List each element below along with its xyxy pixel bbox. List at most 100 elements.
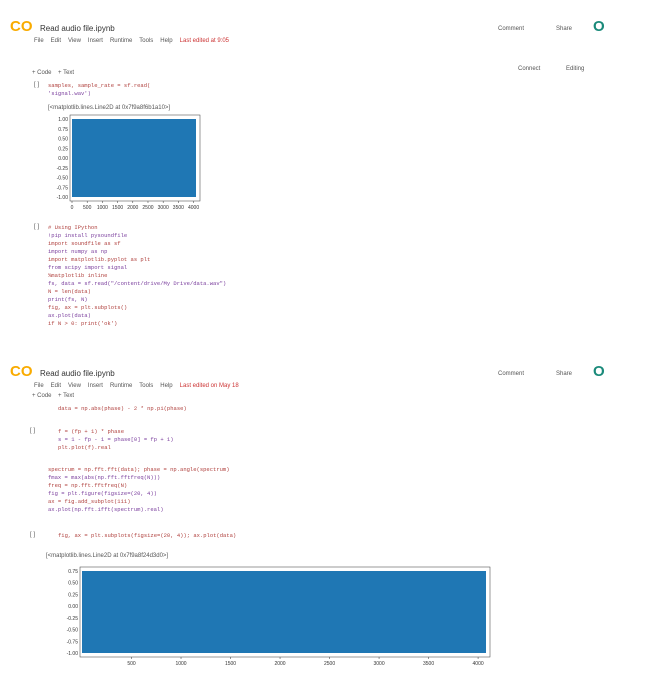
y-tick-label: 0.50 [68,581,78,587]
menu-item[interactable]: Help [160,383,173,389]
avatar: O [593,363,605,380]
comment-button[interactable]: Comment [498,371,525,377]
code-cell: f = (fp + 1) * phase s = 1 - fp - 1 = pha… [58,428,174,452]
add-code[interactable]: + Code [32,393,52,399]
y-tick-label: -0.25 [57,166,69,172]
code-line: ax.plot(data) [48,312,91,319]
x-tick-label: 1000 [175,661,186,667]
menu-item[interactable]: Edit [50,38,62,44]
x-tick-label: 0 [71,205,74,211]
share-button[interactable]: Share [556,371,573,377]
add-text[interactable]: + Text [58,70,75,76]
add-text[interactable]: + Text [58,393,75,399]
menu-item[interactable]: Runtime [109,38,133,44]
y-tick-label: 0.00 [58,156,68,162]
code-line: freq = np.fft.fftfreq(N) [48,482,128,489]
code-line: samples, sample_rate = sf.read( [48,82,151,89]
code-cell: fig, ax = plt.subplots(figsize=(20, 4));… [58,532,236,540]
x-tick-label: 500 [83,205,92,211]
y-tick-label: -0.25 [67,616,79,622]
code-line: 'signal.wav') [48,90,91,97]
logo: CO [10,363,33,380]
x-tick-label: 1500 [112,205,123,211]
x-tick-label: 3500 [173,205,184,211]
code-line: import matplotlib.pyplot as plt [48,256,151,263]
menu-item[interactable]: Last edited at 9:05 [179,38,230,44]
code-cell: data = np.abs(phase) - 2 * np.pi(phase) [58,405,187,413]
notebook-title[interactable]: Read audio file.ipynb [40,369,115,378]
share-button[interactable]: Share [556,26,573,32]
menu-item[interactable]: Runtime [109,383,133,389]
x-tick-label: 1000 [97,205,108,211]
code-line: fig, ax = plt.subplots() [48,304,128,311]
code-cell: # Using IPython !pip install pysoundfile i… [48,224,226,328]
menu-item[interactable]: Tools [139,383,154,389]
code-line: from scipy import signal [48,264,128,271]
add-code[interactable]: + Code [32,70,52,76]
y-tick-label: 0.25 [58,146,68,152]
comment-button[interactable]: Comment [498,26,525,32]
menu-item[interactable]: Tools [139,38,154,44]
menu: File Edit View Insert Runtime Tools Help Last e… [34,38,236,44]
x-tick-label: 3000 [158,205,169,211]
y-tick-label: 0.75 [68,569,78,575]
avatar: O [593,18,605,35]
plot-frame [69,114,201,202]
code-line: ax = fig.add_subplot(111) [48,498,131,505]
menu-item[interactable]: File [34,383,44,389]
y-tick-label: -1.00 [67,651,79,657]
y-tick-label: -0.75 [67,639,79,645]
menu: File Edit View Insert Runtime Tools Help Last e… [34,383,246,389]
cell-prompt: [ ] [34,224,40,230]
x-tick-label: 2000 [274,661,285,667]
plot: 500 1000 1500 2000 2500 3000 3500 4000 0.75 0.50 0… [67,566,491,667]
menu-item[interactable]: Insert [87,383,103,389]
y-tick-label: 1.00 [58,117,68,123]
editing-status[interactable]: Editing [566,66,585,72]
menu-item[interactable]: Help [160,38,173,44]
code-line: ax.plot(np.fft.ifft(spectrum).real) [48,506,164,513]
menu-item[interactable]: Insert [87,38,103,44]
code-line: !pip install pysoundfile [48,232,128,239]
signal-area [72,119,196,197]
code-line: fs, data = sf.read("/content/drive/My Dr… [48,280,227,287]
menu-item[interactable]: Edit [50,383,62,389]
x-tick-label: 3500 [423,661,434,667]
logo: CO [10,18,33,35]
x-tick-label: 4000 [188,205,199,211]
x-tick-label: 500 [127,661,136,667]
code-line: import numpy as np [48,248,108,255]
x-tick-label: 4000 [473,661,484,667]
y-tick-label: -1.00 [57,195,69,201]
menu-item[interactable]: View [68,383,81,389]
cell-prompt: [ ] [30,532,36,538]
code-line: data = np.abs(phase) - 2 * np.pi(phase) [58,405,187,412]
code-line: fmax = max(abs(np.fft.fftfreq(N))) [48,474,161,481]
y-tick-label: -0.50 [57,176,69,182]
menu-item[interactable]: Last edited on May 18 [179,383,239,389]
code-line: plt.plot(f).real [58,444,111,451]
notebook-title[interactable]: Read audio file.ipynb [40,24,115,33]
menu-item[interactable]: View [68,38,81,44]
x-tick-label: 3000 [373,661,384,667]
plot-frame [79,566,491,658]
cell-prompt: [ ] [30,428,36,434]
y-tick-label: 0.75 [58,127,68,133]
code-line: spectrum = np.fft.fft(data); phase = np.… [48,466,230,473]
connect-button[interactable]: Connect [518,66,541,72]
y-tick-label: -0.50 [67,628,79,634]
cell-output: [<matplotlib.lines.Line2D at 0x7f9a8f6b1… [48,105,171,111]
y-tick-label: 0.25 [68,592,78,598]
x-tick-label: 2000 [127,205,138,211]
cell-prompt: [ ] [34,82,40,88]
y-tick-label: -0.75 [57,185,69,191]
code-line: # Using IPython [48,224,98,231]
y-tick-label: 0.00 [68,604,78,610]
code-line: %matplotlib inline [48,272,108,279]
code-line: s = 1 - fp - 1 = phase[0] = fp + 1) [58,436,174,443]
x-tick-label: 2500 [142,205,153,211]
x-tick-label: 2500 [324,661,335,667]
menu-item[interactable]: File [34,38,44,44]
code-line: fig = plt.figure(figsize=(20, 4)) [48,490,157,497]
